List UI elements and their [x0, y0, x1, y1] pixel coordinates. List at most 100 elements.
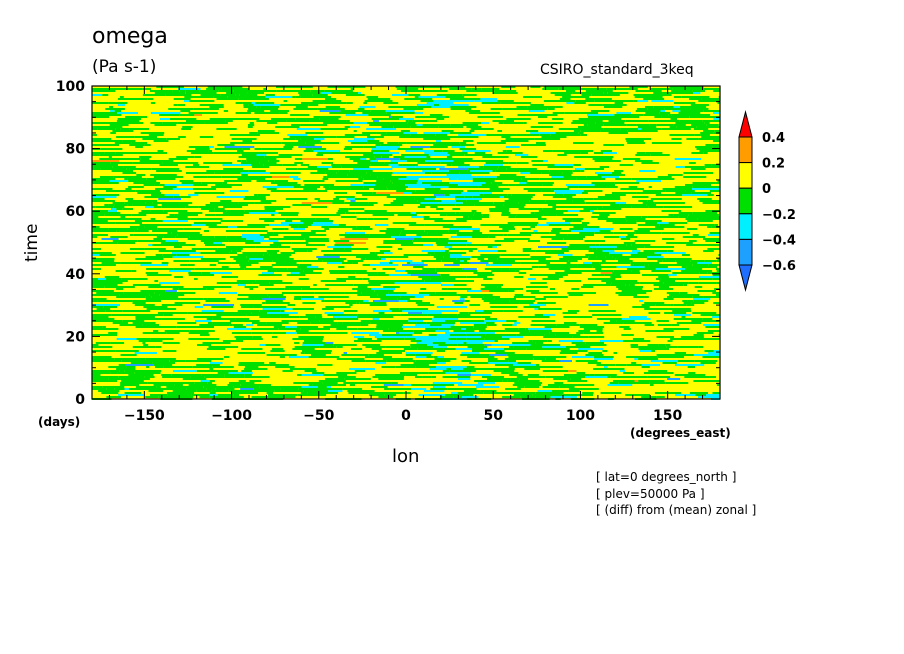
- heatmap-cell: [457, 378, 471, 380]
- heatmap-cell: [111, 314, 138, 316]
- heatmap-cell: [237, 118, 260, 120]
- heatmap-cell: [438, 328, 462, 330]
- heatmap-cell: [506, 320, 517, 322]
- heatmap-cell: [459, 212, 475, 214]
- heatmap-cell: [420, 100, 424, 102]
- heatmap-cell: [208, 322, 213, 324]
- heatmap-cell: [488, 360, 509, 362]
- heatmap-cell: [527, 374, 539, 376]
- heatmap-cell: [462, 150, 491, 152]
- heatmap-cell: [193, 108, 210, 110]
- heatmap-cell: [486, 264, 491, 266]
- heatmap-cell: [389, 308, 400, 310]
- heatmap-cell: [499, 226, 515, 228]
- heatmap-cell: [666, 242, 687, 244]
- heatmap-cell: [319, 234, 327, 236]
- heatmap-cell: [159, 282, 180, 284]
- heatmap-cell: [538, 116, 548, 118]
- heatmap-cell: [140, 132, 165, 134]
- heatmap-cell: [680, 110, 704, 112]
- heatmap-cell: [240, 172, 270, 174]
- heatmap-cell: [412, 120, 430, 122]
- heatmap-cell: [480, 260, 504, 262]
- heatmap-cell: [238, 98, 269, 100]
- heatmap-cell: [703, 130, 715, 132]
- heatmap-cell: [612, 256, 629, 258]
- heatmap-cell: [240, 388, 254, 390]
- heatmap-cell: [226, 236, 236, 238]
- heatmap-cell: [644, 302, 665, 304]
- heatmap-cell: [421, 260, 442, 262]
- heatmap-cell: [382, 358, 404, 360]
- heatmap-cell: [333, 198, 339, 200]
- heatmap-cell: [709, 190, 720, 192]
- heatmap-cell: [717, 102, 720, 104]
- heatmap-cell: [638, 128, 642, 130]
- heatmap-cell: [389, 260, 413, 262]
- heatmap-cell: [262, 258, 294, 260]
- heatmap-cell: [558, 340, 583, 342]
- heatmap-cell: [688, 338, 703, 340]
- heatmap-cell: [92, 316, 109, 318]
- heatmap-cell: [675, 166, 685, 168]
- heatmap-cell: [344, 134, 371, 136]
- heatmap-cell: [466, 342, 483, 344]
- heatmap-cell: [472, 180, 495, 182]
- heatmap-cell: [428, 372, 446, 374]
- heatmap-cell: [203, 230, 209, 232]
- heatmap-cell: [395, 270, 406, 272]
- heatmap-cell: [92, 164, 118, 166]
- heatmap-cell: [231, 332, 252, 334]
- heatmap-cell: [467, 356, 495, 358]
- heatmap-cell: [618, 294, 638, 296]
- heatmap-cell: [317, 166, 333, 168]
- heatmap-cell: [269, 364, 289, 366]
- heatmap-cell: [506, 118, 531, 120]
- heatmap-cell: [684, 376, 699, 378]
- heatmap-cell: [92, 310, 106, 312]
- heatmap-cell: [374, 224, 389, 226]
- heatmap-cell: [251, 102, 256, 104]
- heatmap-cell: [126, 366, 136, 368]
- heatmap-cell: [687, 366, 695, 368]
- heatmap-cell: [112, 130, 134, 132]
- heatmap-cell: [131, 270, 137, 272]
- heatmap-cell: [304, 352, 331, 354]
- heatmap-cell: [552, 118, 564, 120]
- heatmap-cell: [193, 164, 200, 166]
- heatmap-cell: [449, 98, 481, 100]
- heatmap-cell: [323, 344, 334, 346]
- heatmap-cell: [116, 296, 145, 298]
- heatmap-cell: [372, 192, 377, 194]
- heatmap-cell: [125, 116, 148, 118]
- heatmap-cell: [707, 272, 720, 274]
- heatmap-cell: [305, 204, 312, 206]
- heatmap-cell: [216, 196, 245, 198]
- heatmap-cell: [326, 176, 345, 178]
- heatmap-cell: [92, 180, 110, 182]
- heatmap-cell: [231, 138, 257, 140]
- heatmap-cell: [666, 92, 694, 94]
- heatmap-cell: [537, 390, 552, 392]
- heatmap-cell: [470, 128, 494, 130]
- heatmap-cell: [699, 272, 708, 274]
- heatmap-cell: [495, 170, 520, 172]
- heatmap-cell: [335, 378, 344, 380]
- heatmap-cell: [327, 86, 354, 88]
- heatmap-cell: [579, 326, 605, 328]
- heatmap-cell: [554, 190, 584, 192]
- heatmap-cell: [673, 304, 687, 306]
- colorbar-box: [738, 162, 753, 189]
- heatmap-cell: [132, 322, 156, 324]
- heatmap-cell: [273, 326, 286, 328]
- heatmap-cell: [585, 376, 608, 378]
- heatmap-cell: [92, 122, 122, 124]
- heatmap-cell: [419, 86, 448, 88]
- heatmap-cell: [436, 244, 467, 246]
- heatmap-cell: [393, 200, 418, 202]
- heatmap-cell: [322, 178, 329, 180]
- heatmap-cell: [199, 136, 214, 138]
- heatmap-cell: [204, 122, 228, 124]
- heatmap-cell: [349, 368, 375, 370]
- heatmap-cell: [461, 320, 485, 322]
